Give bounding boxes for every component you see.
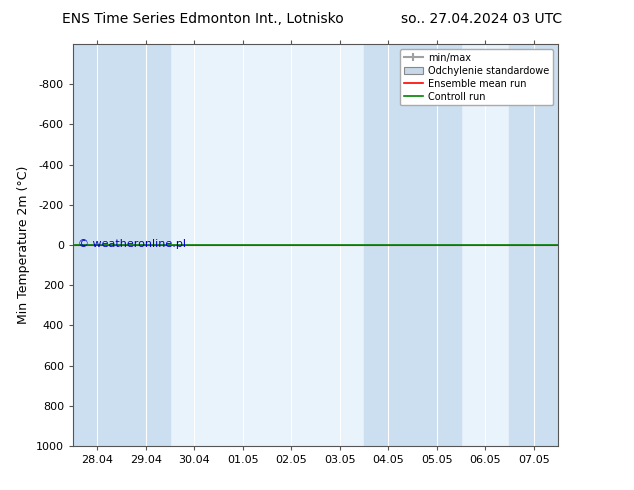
Bar — [364, 44, 413, 446]
Bar — [73, 44, 122, 446]
Bar — [73, 44, 122, 446]
Bar — [218, 44, 267, 446]
Bar — [122, 44, 170, 446]
Y-axis label: Min Temperature 2m (°C): Min Temperature 2m (°C) — [17, 166, 30, 324]
Text: so.. 27.04.2024 03 UTC: so.. 27.04.2024 03 UTC — [401, 12, 562, 26]
Bar — [510, 44, 558, 446]
Bar — [170, 44, 218, 446]
Bar — [316, 44, 364, 446]
Bar — [122, 44, 170, 446]
Bar — [413, 44, 461, 446]
Legend: min/max, Odchylenie standardowe, Ensemble mean run, Controll run: min/max, Odchylenie standardowe, Ensembl… — [399, 49, 553, 105]
Text: © weatheronline.pl: © weatheronline.pl — [78, 239, 186, 249]
Bar — [413, 44, 461, 446]
Bar — [510, 44, 558, 446]
Bar — [364, 44, 413, 446]
Text: ENS Time Series Edmonton Int., Lotnisko: ENS Time Series Edmonton Int., Lotnisko — [62, 12, 344, 26]
Bar — [267, 44, 316, 446]
Bar — [461, 44, 510, 446]
